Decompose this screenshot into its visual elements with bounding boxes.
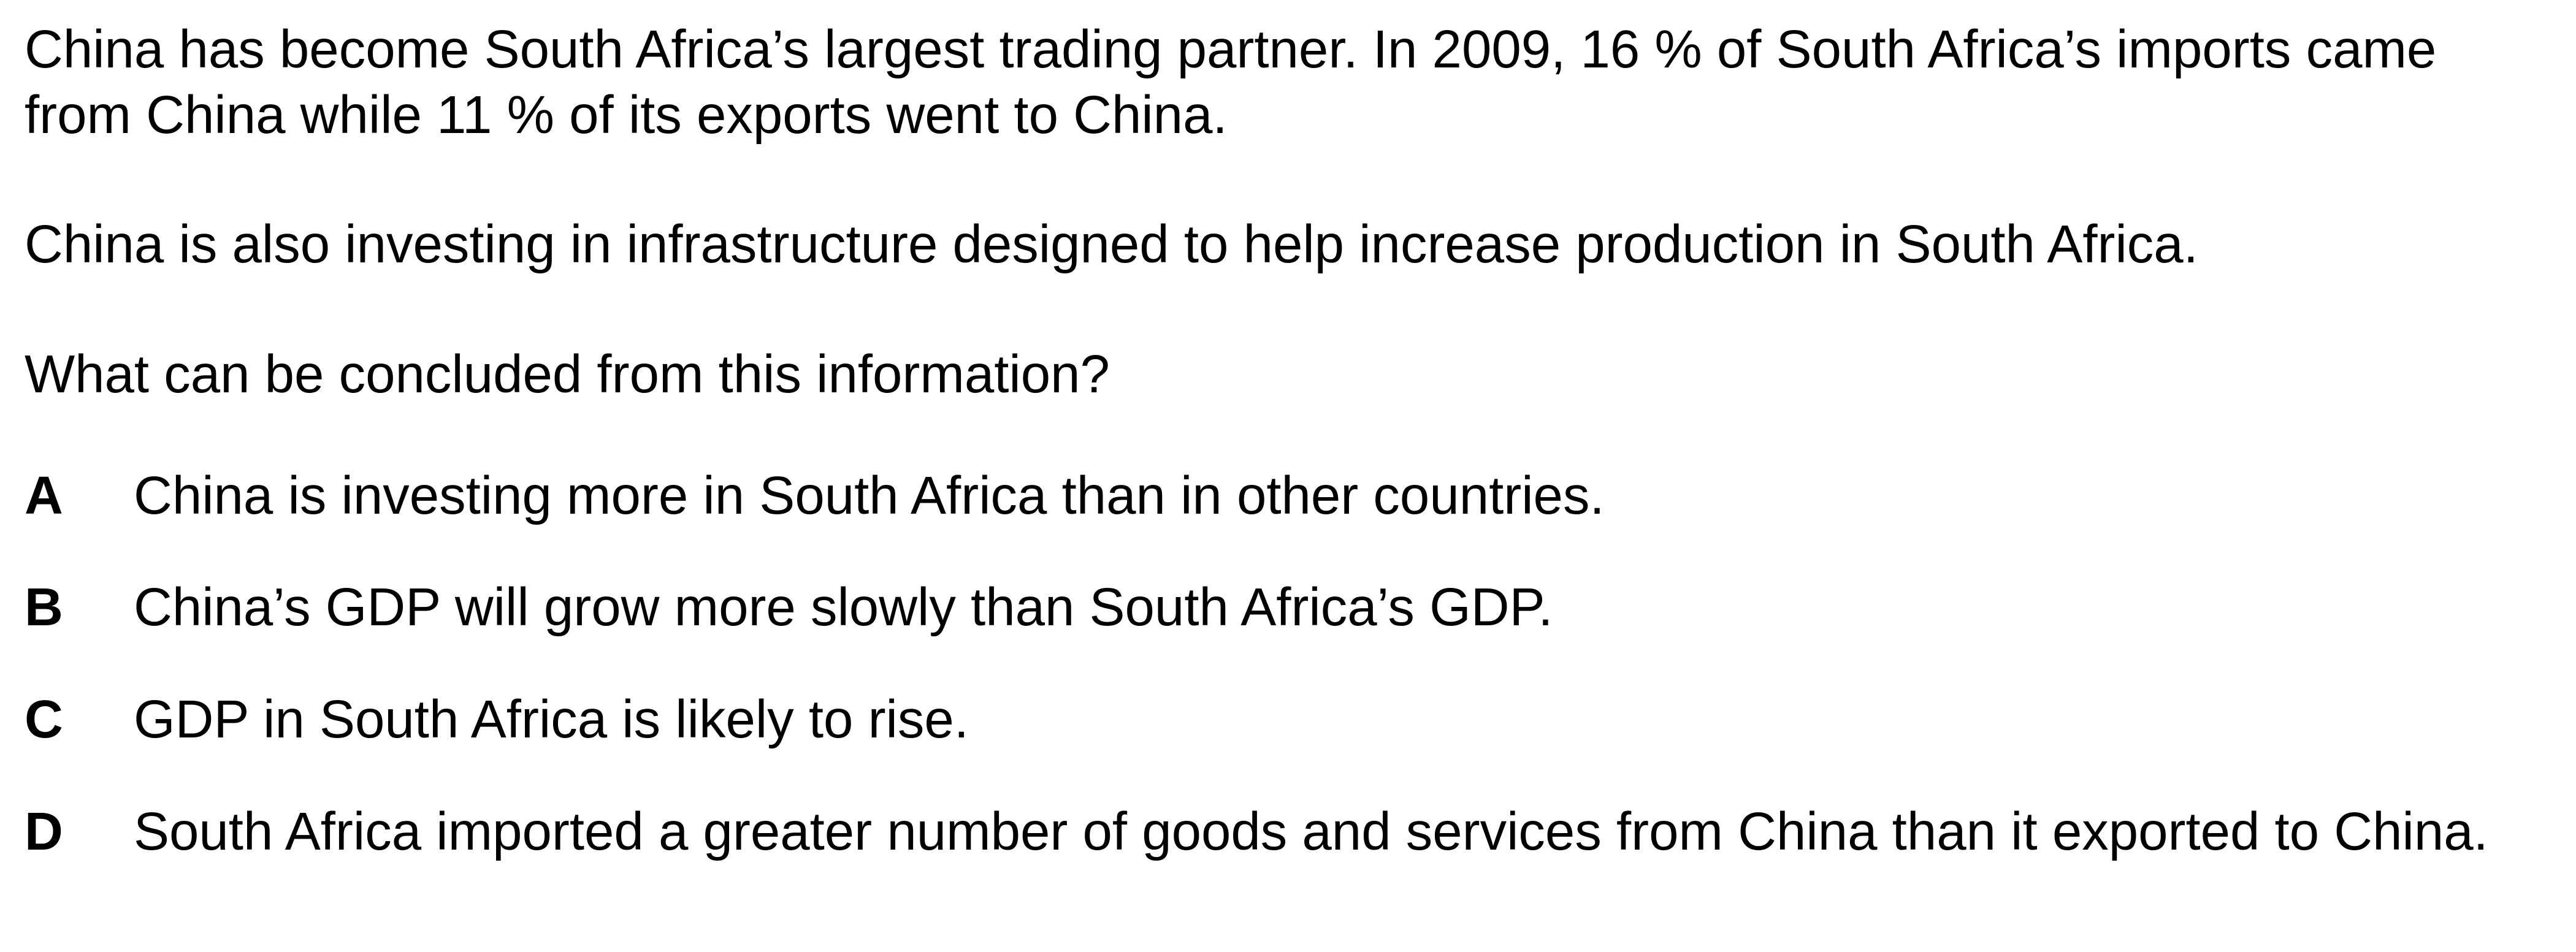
option-letter: B [25,577,63,637]
option-text: China is investing more in South Africa … [134,466,1605,525]
option-letter: A [25,466,63,525]
option-letter: C [25,690,63,749]
passage-paragraph-1: China has become South Africa’s largest … [25,20,2437,145]
passage-paragraph-2: China is also investing in infrastructur… [25,215,2198,274]
option-text: China’s GDP will grow more slowly than S… [134,577,1553,637]
option-text: GDP in South Africa is likely to rise. [134,690,969,749]
question-prompt: What can be concluded from this informat… [25,345,1110,404]
option-text: South Africa imported a greater number o… [134,802,2488,861]
option-letter: D [25,802,63,861]
